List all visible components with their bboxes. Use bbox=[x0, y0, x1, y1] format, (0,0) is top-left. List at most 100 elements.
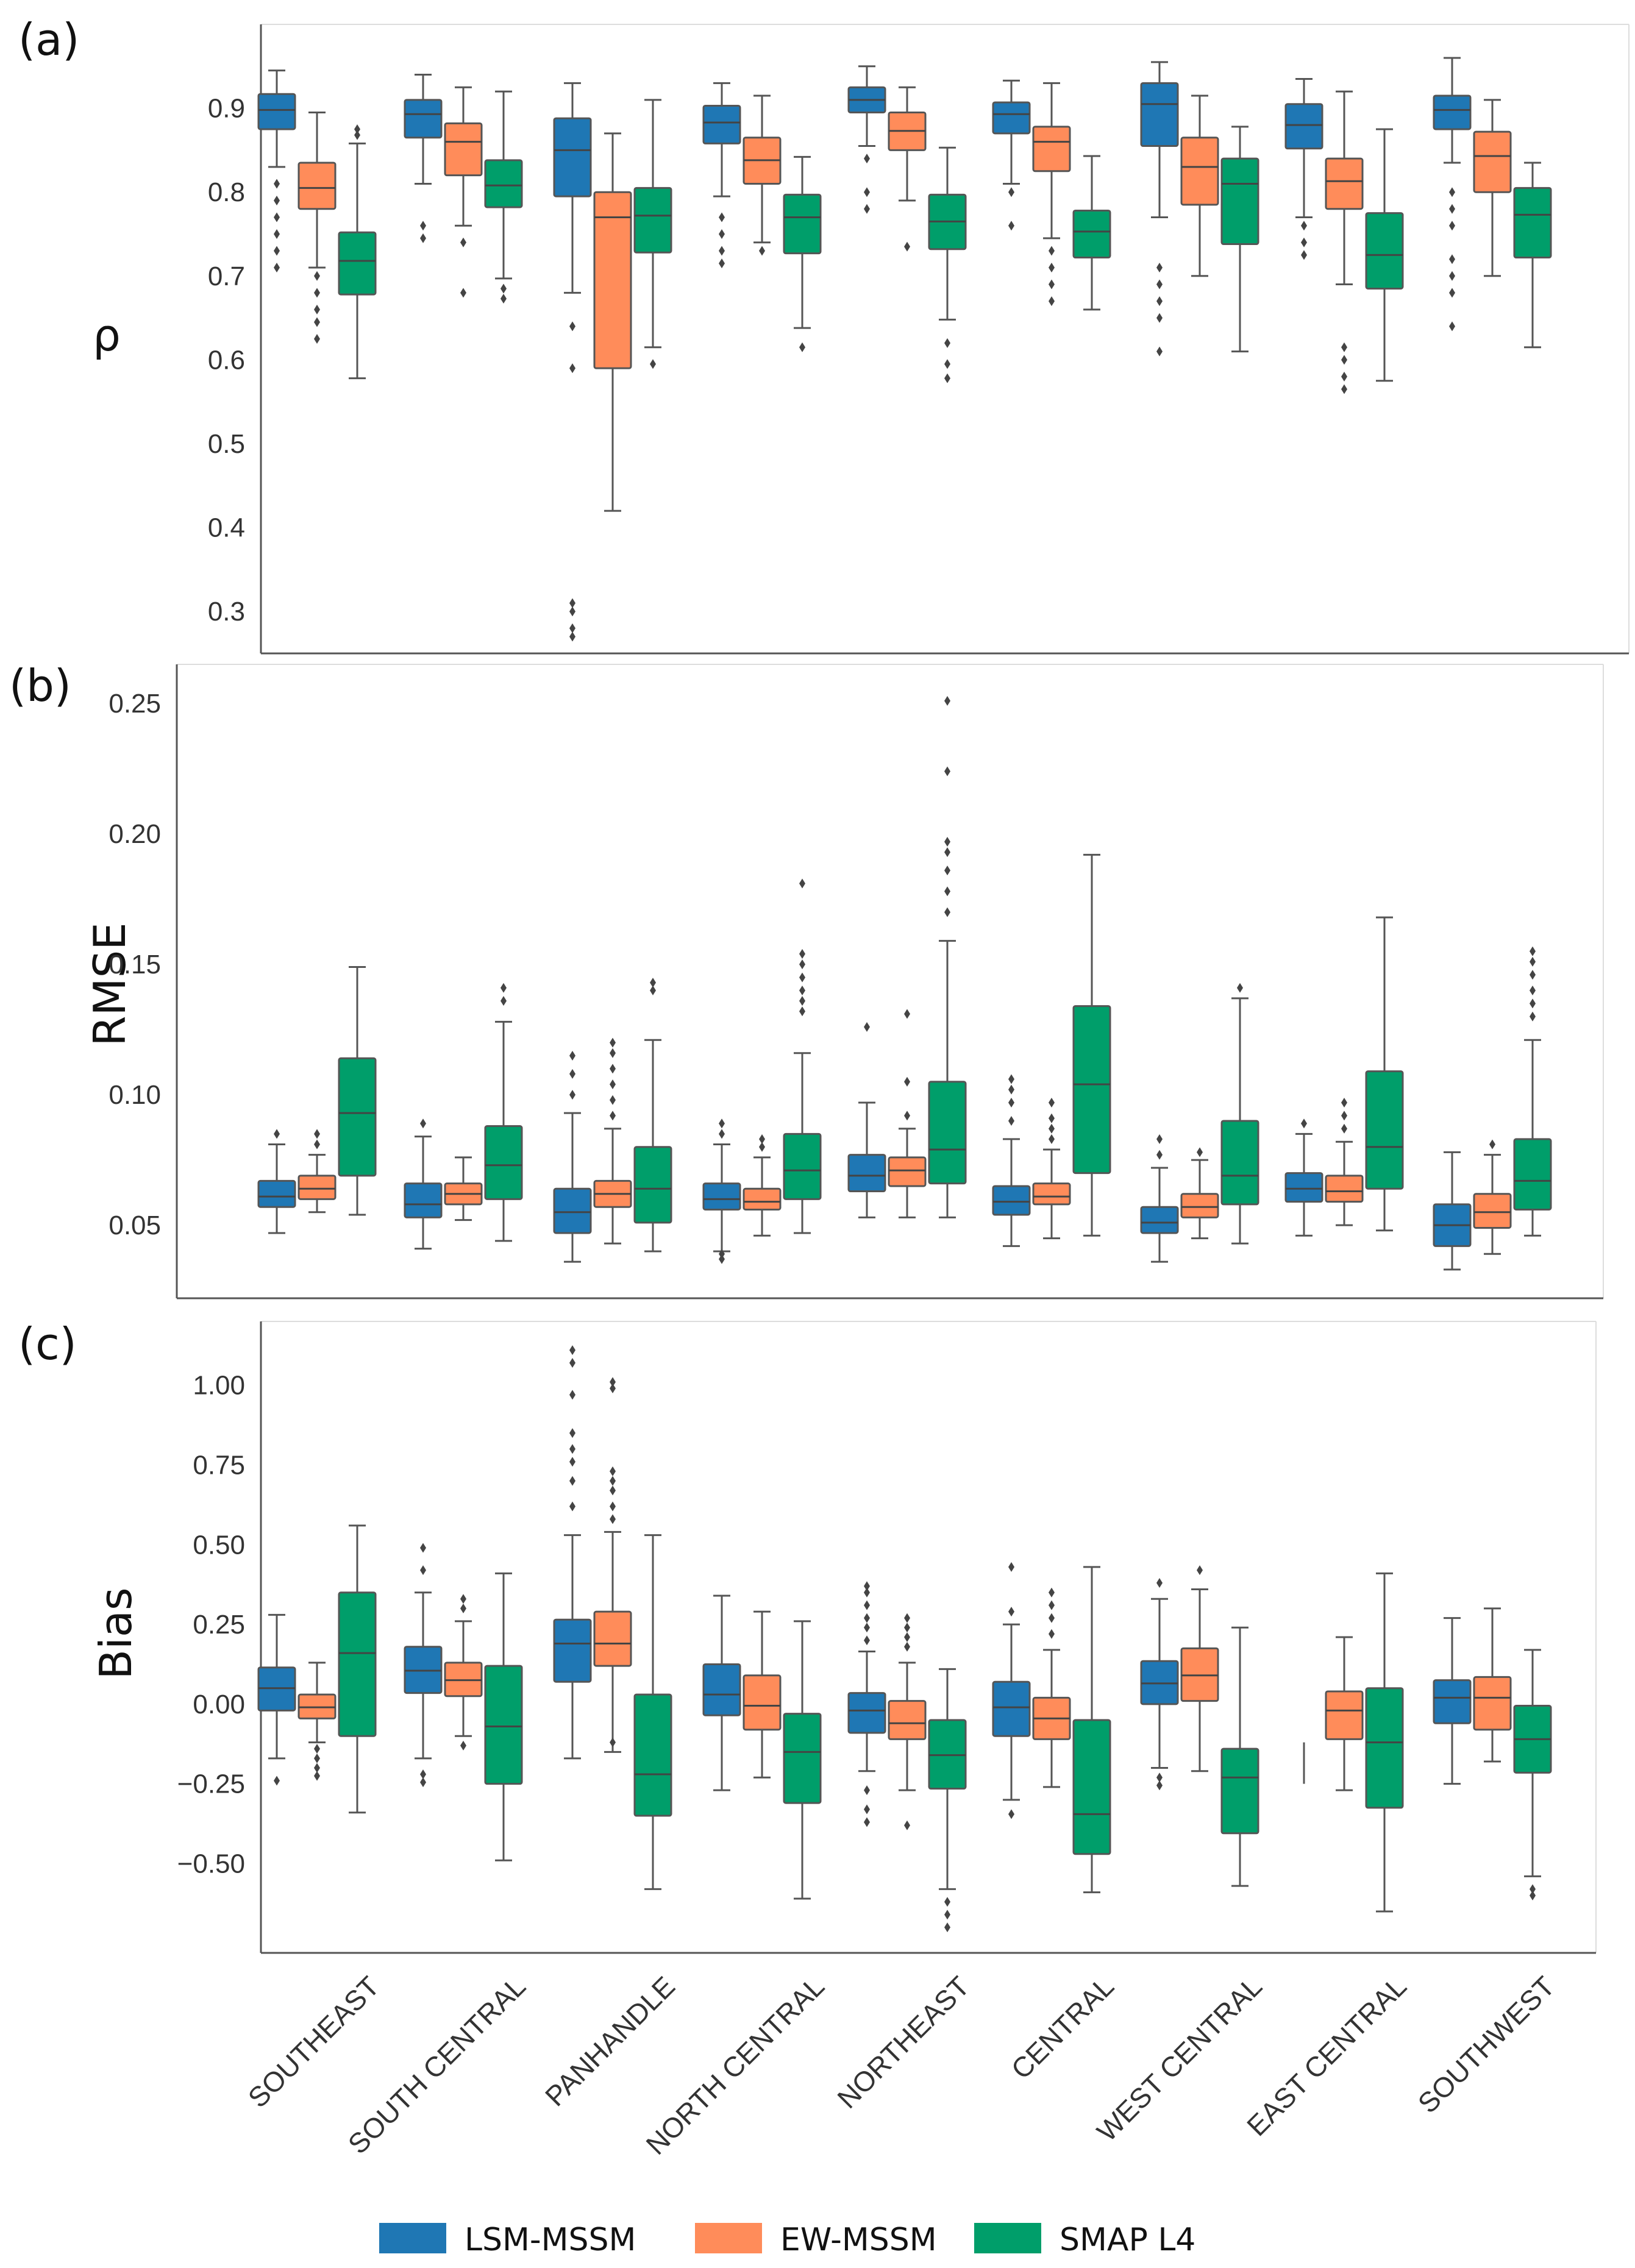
box-smap-l4-southeast bbox=[338, 1524, 377, 1814]
outlier-point bbox=[569, 1390, 575, 1400]
iqr-box bbox=[553, 1187, 592, 1234]
box-lsm-mssm-west-central bbox=[1140, 61, 1179, 357]
iqr-box bbox=[1284, 103, 1323, 150]
y-axis-label: Bias bbox=[90, 1587, 141, 1679]
outlier-point bbox=[944, 847, 950, 858]
box-smap-l4-east-central bbox=[1365, 916, 1404, 1232]
outlier-point bbox=[1449, 271, 1455, 281]
iqr-box bbox=[484, 1125, 523, 1200]
outlier-point bbox=[719, 229, 725, 239]
outlier-point bbox=[610, 1111, 616, 1121]
box-lsm-mssm-southeast bbox=[257, 1129, 296, 1234]
outlier-point bbox=[719, 1118, 725, 1129]
box-smap-l4-west-central bbox=[1220, 1626, 1259, 1887]
outlier-point bbox=[759, 1134, 765, 1144]
outlier-point bbox=[1156, 1134, 1163, 1144]
outlier-point bbox=[274, 1776, 280, 1786]
box-ew-mssm-west-central bbox=[1180, 94, 1219, 277]
box-ew-mssm-west-central bbox=[1180, 1147, 1219, 1240]
outlier-point bbox=[1049, 1134, 1055, 1144]
outlier-point bbox=[864, 1817, 870, 1827]
y-tick-label: 0.25 bbox=[193, 1610, 245, 1640]
outlier-point bbox=[610, 1037, 616, 1048]
outlier-point bbox=[500, 983, 507, 993]
box-ew-mssm-south-central bbox=[444, 86, 483, 298]
box-lsm-mssm-southeast bbox=[257, 69, 296, 273]
outlier-point bbox=[314, 1753, 320, 1763]
outlier-point bbox=[1156, 313, 1163, 323]
iqr-box bbox=[484, 1665, 523, 1785]
outlier-point bbox=[420, 233, 426, 243]
iqr-box bbox=[404, 1182, 443, 1218]
outlier-point bbox=[354, 124, 360, 134]
outlier-point bbox=[904, 1009, 910, 1019]
box-lsm-mssm-southwest bbox=[1433, 57, 1472, 332]
outlier-point bbox=[314, 317, 320, 327]
panel-1: (b) RMSE 0.05 0.10 0.15 0.20 0.25 bbox=[9, 660, 1604, 1299]
iqr-box bbox=[743, 1187, 782, 1210]
box-ew-mssm-panhandle bbox=[593, 132, 632, 512]
outlier-point bbox=[1301, 250, 1307, 260]
iqr-box bbox=[404, 99, 443, 139]
box-smap-l4-north-central bbox=[783, 1620, 822, 1900]
outlier-point bbox=[610, 1383, 616, 1393]
box-smap-l4-northeast bbox=[928, 146, 967, 383]
outlier-point bbox=[460, 1603, 466, 1613]
y-tick-label: 0.5 bbox=[208, 429, 245, 459]
outlier-point bbox=[314, 1763, 320, 1773]
outlier-point bbox=[904, 1076, 910, 1087]
iqr-box bbox=[444, 122, 483, 177]
box-smap-l4-panhandle bbox=[633, 99, 672, 369]
outlier-point bbox=[460, 1594, 466, 1604]
outlier-point bbox=[944, 695, 950, 706]
iqr-box bbox=[257, 93, 296, 130]
outlier-point bbox=[1049, 1113, 1055, 1123]
outlier-point bbox=[1530, 998, 1536, 1009]
outlier-point bbox=[569, 1444, 575, 1454]
outlier-point bbox=[904, 1641, 910, 1652]
y-tick-label: 0.50 bbox=[193, 1530, 245, 1560]
box-ew-mssm-east-central bbox=[1325, 1098, 1364, 1226]
outlier-point bbox=[1008, 1098, 1014, 1108]
outlier-point bbox=[1449, 254, 1455, 265]
box-lsm-mssm-east-central bbox=[1284, 77, 1323, 260]
box-lsm-mssm-north-central bbox=[702, 82, 741, 269]
outlier-point bbox=[864, 204, 870, 214]
outlier-point bbox=[944, 907, 950, 917]
outlier-point bbox=[274, 1129, 280, 1139]
outlier-point bbox=[314, 271, 320, 281]
box-smap-l4-southeast bbox=[338, 965, 377, 1216]
iqr-box bbox=[338, 1591, 377, 1737]
outlier-point bbox=[799, 996, 805, 1006]
outlier-point bbox=[420, 221, 426, 231]
iqr-box bbox=[1513, 187, 1552, 259]
outlier-point bbox=[274, 229, 280, 239]
outlier-point bbox=[569, 1068, 575, 1079]
outlier-point bbox=[1449, 204, 1455, 214]
box-ew-mssm-northeast bbox=[888, 1009, 927, 1218]
y-tick-label: 0.25 bbox=[109, 689, 161, 719]
y-axis-label: RMSE bbox=[84, 922, 135, 1046]
y-tick-label: 0.3 bbox=[208, 597, 245, 627]
outlier-point bbox=[420, 1565, 426, 1576]
outlier-point bbox=[569, 606, 575, 617]
box-ew-mssm-southwest bbox=[1473, 99, 1512, 277]
outlier-point bbox=[944, 1910, 950, 1920]
outlier-point bbox=[569, 1501, 575, 1512]
outlier-point bbox=[1449, 221, 1455, 231]
box-smap-l4-central bbox=[1072, 1566, 1111, 1894]
legend-item-ew-mssm: EW-MSSM bbox=[695, 2222, 937, 2258]
box-lsm-mssm-panhandle bbox=[553, 1345, 592, 1760]
outlier-point bbox=[610, 1476, 616, 1486]
outlier-point bbox=[610, 1079, 616, 1090]
iqr-box bbox=[633, 1146, 672, 1224]
outlier-point bbox=[460, 288, 466, 298]
iqr-box bbox=[992, 1185, 1031, 1216]
iqr-box bbox=[702, 1182, 741, 1210]
outlier-point bbox=[799, 878, 805, 889]
iqr-box bbox=[553, 1618, 592, 1683]
outlier-point bbox=[1341, 371, 1347, 382]
iqr-box bbox=[593, 1610, 632, 1667]
iqr-box bbox=[888, 1156, 927, 1187]
y-tick-label: 0.75 bbox=[193, 1450, 245, 1480]
